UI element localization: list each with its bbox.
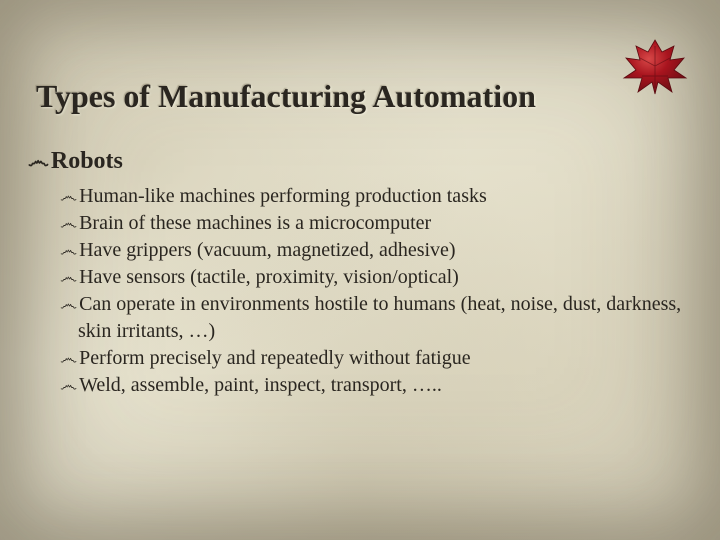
- slide-title: Types of Manufacturing Automation: [36, 78, 536, 115]
- bullet-icon: ෴: [60, 267, 77, 287]
- slide-background: Types of Manufacturing Automation ෴Robot…: [0, 0, 720, 540]
- list-item: ෴Brain of these machines is a microcompu…: [46, 210, 692, 237]
- list-item: ෴Have sensors (tactile, proximity, visio…: [46, 264, 692, 291]
- bullet-icon: ෴: [60, 240, 77, 260]
- list-item-text: Brain of these machines is a microcomput…: [79, 212, 431, 234]
- list-item: ෴Weld, assemble, paint, inspect, transpo…: [46, 372, 692, 399]
- list-item: ෴Human-like machines performing producti…: [46, 183, 692, 210]
- list-item-text: Have sensors (tactile, proximity, vision…: [79, 266, 459, 288]
- bullet-icon: ෴: [60, 186, 77, 206]
- list-item-text: Perform precisely and repeatedly without…: [79, 347, 471, 369]
- bullet-icon: ෴: [28, 148, 49, 173]
- bullet-icon: ෴: [60, 375, 77, 395]
- list-item-text: Have grippers (vacuum, magnetized, adhes…: [79, 239, 456, 261]
- section-heading: ෴Robots: [28, 148, 692, 175]
- list-item-text: Human-like machines performing productio…: [79, 185, 487, 207]
- bullet-list: ෴Human-like machines performing producti…: [28, 183, 692, 399]
- list-item-text: Can operate in environments hostile to h…: [78, 293, 681, 342]
- bullet-icon: ෴: [60, 348, 77, 368]
- leaf-decoration-icon: [618, 36, 692, 96]
- list-item: ෴Have grippers (vacuum, magnetized, adhe…: [46, 237, 692, 264]
- list-item: ෴Can operate in environments hostile to …: [46, 291, 692, 345]
- list-item: ෴Perform precisely and repeatedly withou…: [46, 345, 692, 372]
- list-item-text: Weld, assemble, paint, inspect, transpor…: [79, 374, 442, 396]
- slide-content: ෴Robots ෴Human-like machines performing …: [28, 148, 692, 399]
- bullet-icon: ෴: [60, 294, 77, 314]
- section-label: Robots: [51, 148, 123, 174]
- bullet-icon: ෴: [60, 213, 77, 233]
